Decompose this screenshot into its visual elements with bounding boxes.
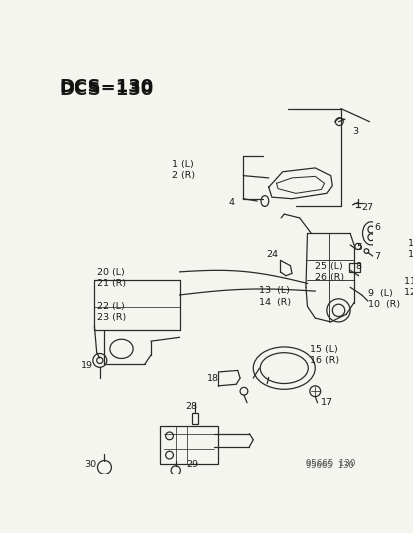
Text: 28: 28 [185,402,197,411]
Text: 1 (L)
2 (R): 1 (L) 2 (R) [171,160,195,180]
Text: 29: 29 [185,460,197,469]
Text: 7: 7 [373,252,379,261]
Text: 95665  130: 95665 130 [305,462,353,471]
Text: 5: 5 [356,243,361,252]
Text: 22 (L)
23 (R): 22 (L) 23 (R) [97,302,126,322]
Text: 3: 3 [351,127,358,136]
Text: 9  (L)
10  (R): 9 (L) 10 (R) [367,289,399,309]
Text: 8: 8 [355,262,361,271]
Text: 27: 27 [361,204,373,213]
Text: 11 (L)
12 (R): 11 (L) 12 (R) [404,277,413,297]
Text: 13  (L)
14  (R): 13 (L) 14 (R) [259,286,291,306]
Text: 19: 19 [81,361,93,370]
Text: 20 (L)
21 (R): 20 (L) 21 (R) [97,268,126,288]
Bar [160,426,218,464]
Text: 4: 4 [228,198,234,207]
Text: 18: 18 [206,374,218,383]
Text: 17: 17 [320,398,332,407]
Text: DCS−130: DCS−130 [59,81,153,99]
Bar [192,413,198,424]
Text: 24: 24 [266,251,278,260]
Text: 6: 6 [373,223,379,232]
Text: 15 (L)
16 (R): 15 (L) 16 (R) [309,345,338,365]
Text: 95665  130: 95665 130 [305,459,354,468]
Text: DCS−130: DCS−130 [59,78,153,96]
Bar [348,263,359,272]
Text: 25 (L)
26 (R): 25 (L) 26 (R) [314,262,344,282]
Text: 11 (L)
12 (R): 11 (L) 12 (R) [407,239,413,259]
Text: 30: 30 [84,460,96,469]
